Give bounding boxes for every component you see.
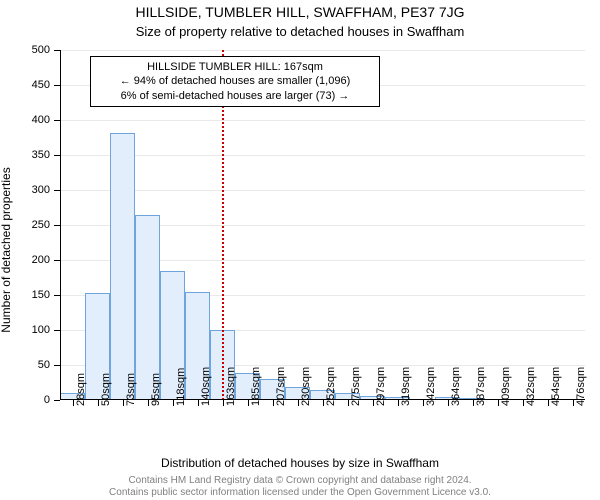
x-tick-mark	[298, 400, 299, 406]
grid-line	[60, 190, 585, 191]
x-tick-mark	[448, 400, 449, 406]
y-axis-label-text: Number of detached properties	[0, 167, 13, 332]
y-axis-line	[60, 50, 61, 400]
x-tick-label: 342sqm	[425, 367, 437, 406]
x-tick-mark	[573, 400, 574, 406]
y-tick-label: 100	[32, 324, 50, 336]
x-tick-label: 476sqm	[575, 367, 587, 406]
y-tick-label: 350	[32, 149, 50, 161]
title1-text: HILLSIDE, TUMBLER HILL, SWAFFHAM, PE37 7…	[135, 4, 464, 20]
chart-title-line2: Size of property relative to detached ho…	[0, 24, 600, 39]
y-tick-mark	[54, 400, 60, 401]
x-tick-label: 95sqm	[150, 373, 162, 406]
y-tick-label: 0	[44, 394, 50, 406]
x-tick-label: 50sqm	[100, 373, 112, 406]
x-tick-mark	[98, 400, 99, 406]
x-tick-mark	[548, 400, 549, 406]
x-axis-label: Distribution of detached houses by size …	[0, 456, 600, 470]
x-tick-label: 387sqm	[475, 367, 487, 406]
y-axis-label: Number of detached properties	[0, 167, 13, 332]
annotation-box: HILLSIDE TUMBLER HILL: 167sqm← 94% of de…	[90, 56, 380, 107]
title2-text: Size of property relative to detached ho…	[136, 24, 465, 39]
grid-line	[60, 120, 585, 121]
x-tick-mark	[323, 400, 324, 406]
x-tick-mark	[348, 400, 349, 406]
annotation-line2: ← 94% of detached houses are smaller (1,…	[99, 74, 371, 88]
x-tick-mark	[473, 400, 474, 406]
x-tick-label: 230sqm	[300, 367, 312, 406]
grid-line	[60, 155, 585, 156]
x-tick-label: 409sqm	[500, 367, 512, 406]
footer1-text: Contains HM Land Registry data © Crown c…	[128, 475, 471, 486]
x-tick-mark	[423, 400, 424, 406]
y-tick-label: 250	[32, 219, 50, 231]
y-tick-label: 300	[32, 184, 50, 196]
x-tick-mark	[148, 400, 149, 406]
annotation-line1: HILLSIDE TUMBLER HILL: 167sqm	[99, 60, 371, 74]
chart-container: HILLSIDE, TUMBLER HILL, SWAFFHAM, PE37 7…	[0, 0, 600, 500]
x-tick-label: 140sqm	[200, 367, 212, 406]
x-tick-mark	[398, 400, 399, 406]
x-tick-label: 185sqm	[250, 367, 262, 406]
x-axis-label-text: Distribution of detached houses by size …	[161, 456, 439, 470]
x-tick-label: 118sqm	[175, 368, 187, 406]
grid-line	[60, 50, 585, 51]
x-tick-label: 163sqm	[225, 367, 237, 406]
x-tick-label: 319sqm	[400, 367, 412, 406]
x-tick-label: 207sqm	[275, 367, 287, 406]
y-tick-label: 200	[32, 254, 50, 266]
x-tick-label: 275sqm	[350, 367, 362, 406]
chart-title-line1: HILLSIDE, TUMBLER HILL, SWAFFHAM, PE37 7…	[0, 4, 600, 20]
y-tick-label: 500	[32, 44, 50, 56]
footer-line2: Contains public sector information licen…	[0, 487, 600, 498]
x-tick-mark	[223, 400, 224, 406]
x-tick-mark	[273, 400, 274, 406]
x-tick-mark	[123, 400, 124, 406]
y-tick-label: 450	[32, 79, 50, 91]
x-tick-label: 432sqm	[525, 367, 537, 406]
x-tick-label: 73sqm	[125, 373, 137, 406]
x-tick-mark	[173, 400, 174, 406]
annotation-line3: 6% of semi-detached houses are larger (7…	[99, 89, 371, 103]
x-tick-mark	[498, 400, 499, 406]
x-tick-mark	[73, 400, 74, 406]
x-tick-mark	[248, 400, 249, 406]
x-tick-mark	[373, 400, 374, 406]
bar	[110, 133, 135, 400]
x-tick-label: 28sqm	[75, 373, 87, 406]
x-tick-mark	[198, 400, 199, 406]
x-tick-label: 252sqm	[325, 367, 337, 406]
x-tick-label: 297sqm	[375, 367, 387, 406]
y-tick-label: 150	[32, 289, 50, 301]
x-axis-line	[60, 399, 585, 400]
x-tick-mark	[523, 400, 524, 406]
x-tick-label: 454sqm	[550, 367, 562, 406]
y-tick-label: 50	[38, 359, 50, 371]
y-tick-label: 400	[32, 114, 50, 126]
footer-line1: Contains HM Land Registry data © Crown c…	[0, 475, 600, 486]
x-tick-label: 364sqm	[450, 367, 462, 406]
footer2-text: Contains public sector information licen…	[109, 487, 491, 498]
